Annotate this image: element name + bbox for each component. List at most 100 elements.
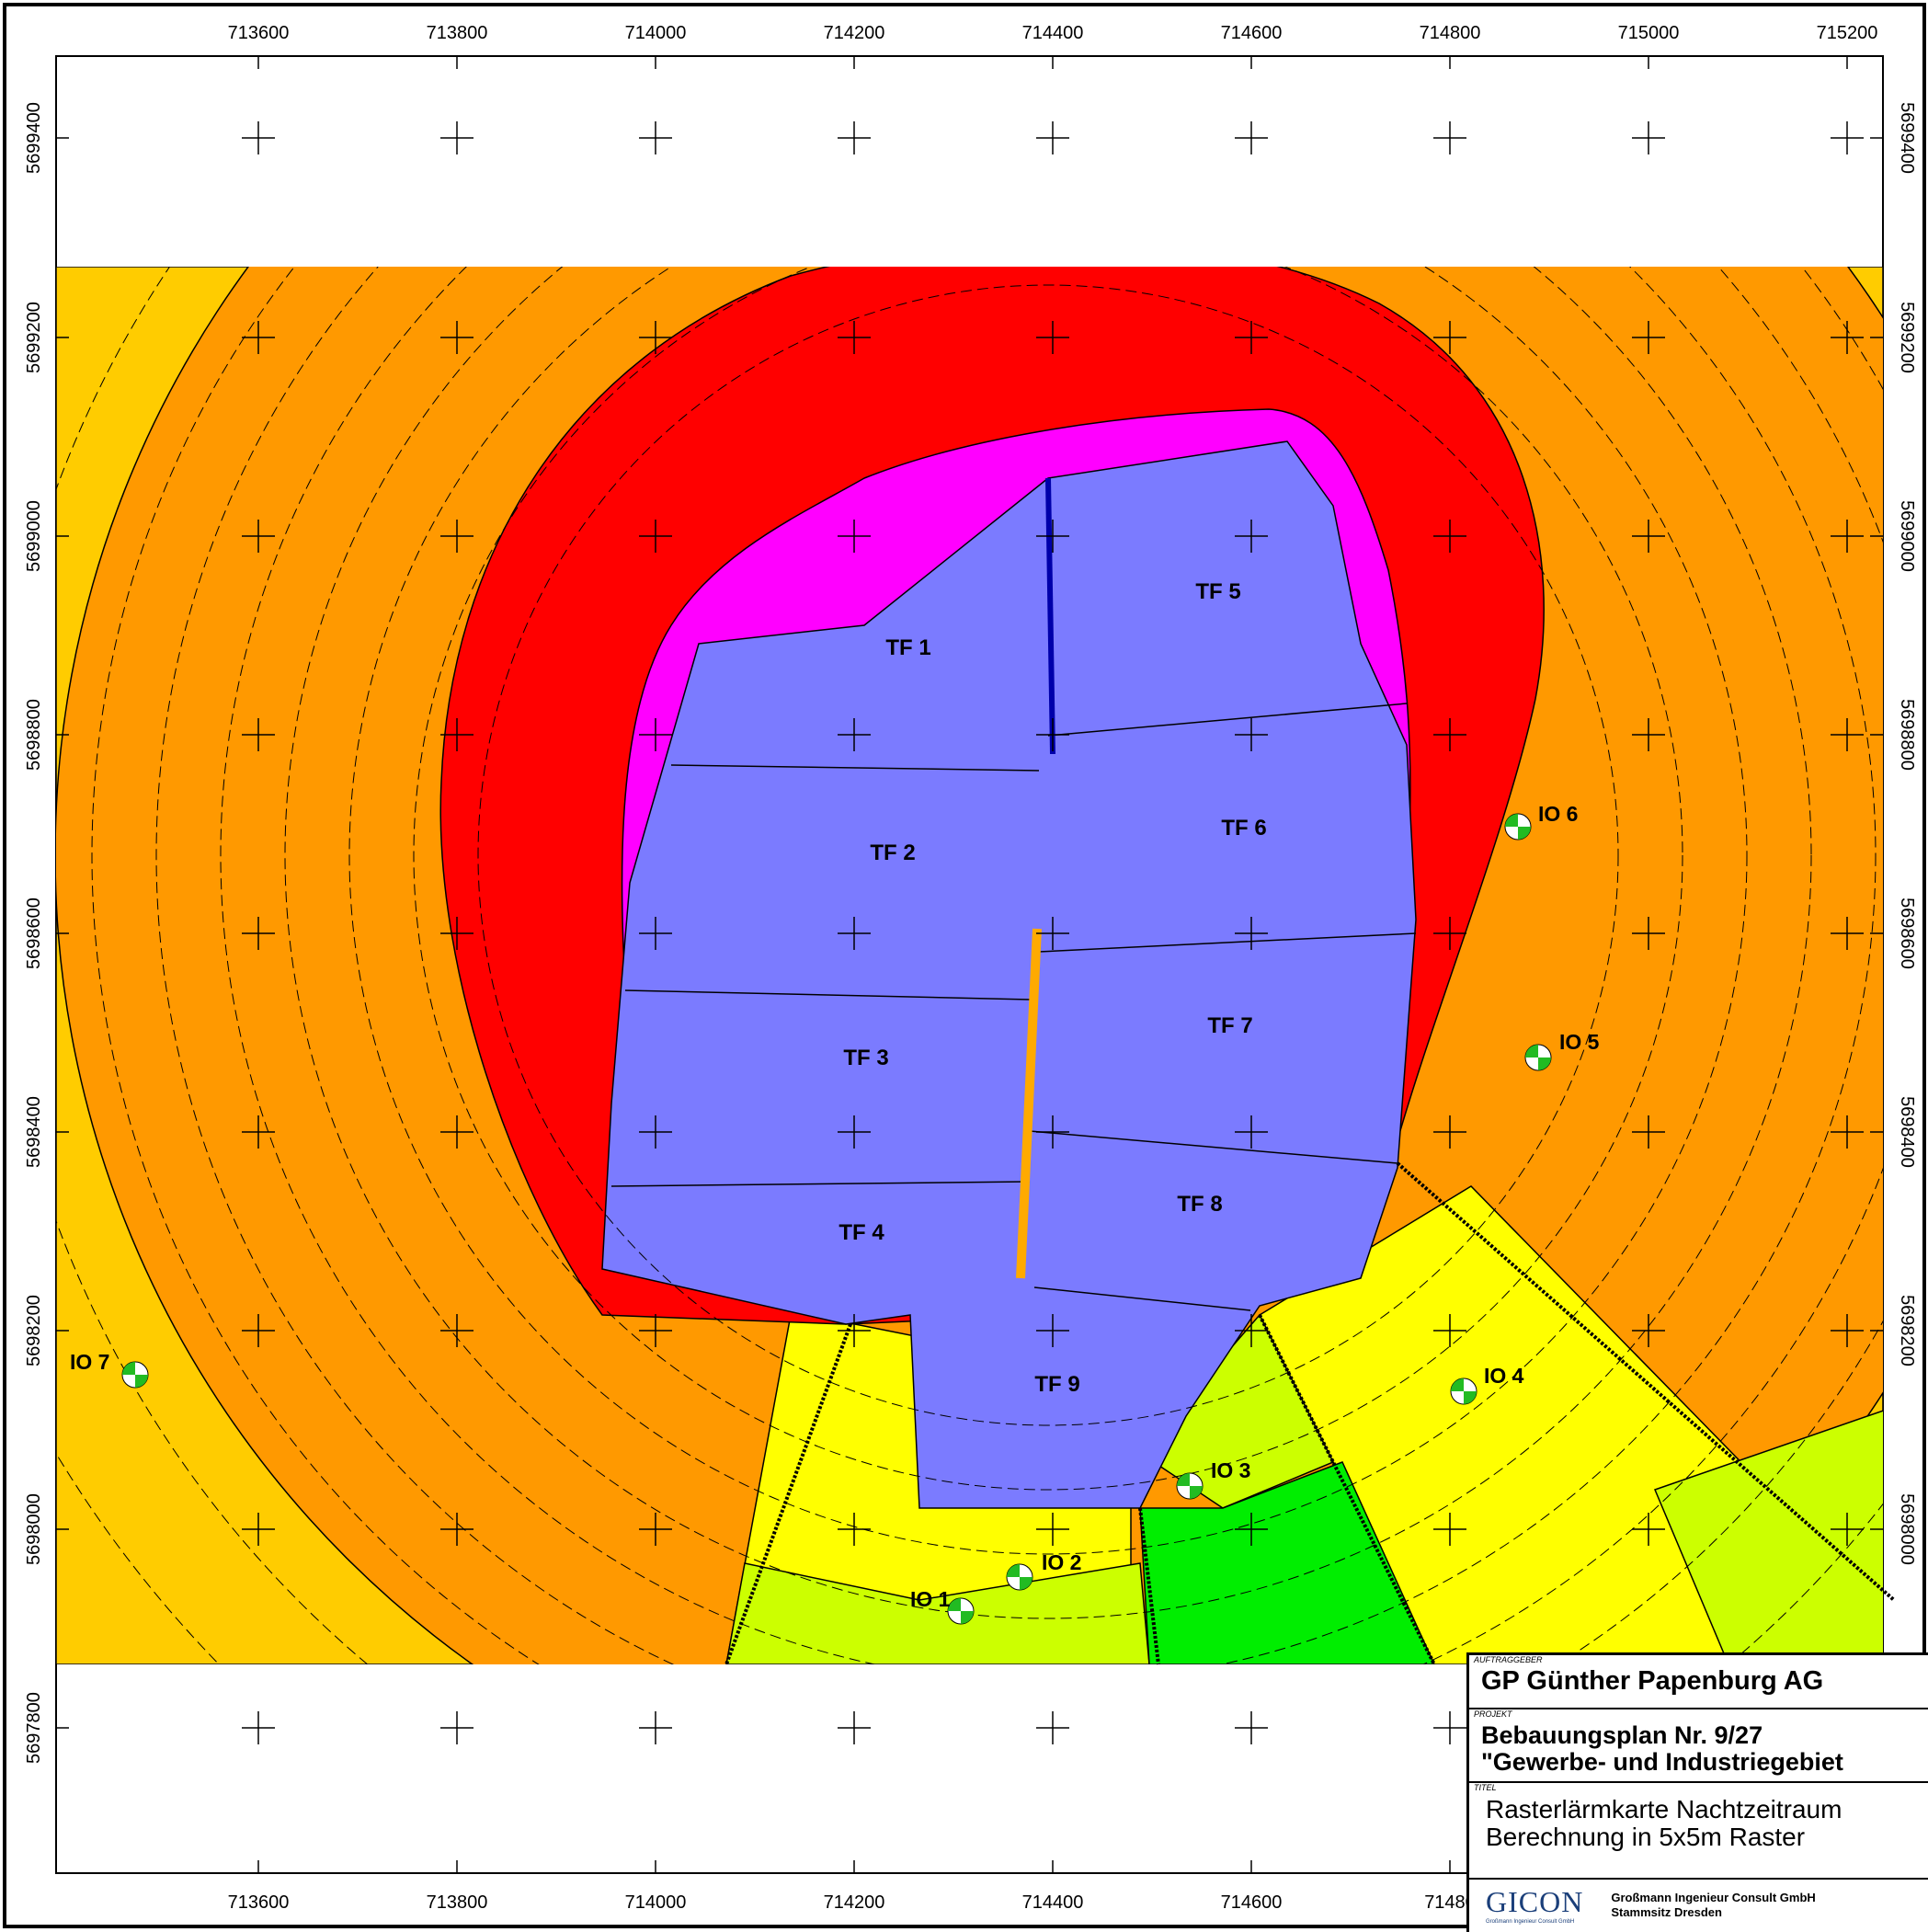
y-tick-label: 5698400 [24,1096,44,1168]
x-tick-label: 714200 [824,1892,885,1913]
receptor-quadrant [122,1362,135,1375]
receptor-quadrant [135,1375,148,1388]
area-label: TF 9 [1034,1372,1079,1397]
x-axis-bottom: 713600 713800 714000 714200 714400 714600 7148… [228,1892,1476,1913]
x-tick-label: 715000 [1618,23,1680,43]
y-tick-label: 5698200 [24,1295,44,1366]
title-caption: TITEL [1474,1783,1497,1792]
logo-text: GICON [1486,1885,1584,1918]
x-tick-label: 714000 [625,1892,687,1913]
receptor-icon [1176,1472,1204,1500]
x-tick-label: 713600 [228,23,290,43]
receptor-label: IO 2 [1042,1550,1081,1574]
receptor-quadrant [1518,827,1531,840]
receptor-icon [1006,1563,1033,1591]
y-tick-label: 5698200 [1897,1295,1917,1366]
x-tick-label: 714600 [1221,1892,1283,1913]
title-block: AUFTRAGGEBER GP Günther Papenburg AG PRO… [1466,1652,1928,1932]
project-line-1: Bebauungsplan Nr. 9/27 [1481,1721,1763,1749]
receptor-icon [947,1597,975,1625]
receptor-quadrant [1177,1473,1190,1486]
band-30-35-southeast [1653,1410,1883,1664]
area-label: TF 5 [1195,579,1240,604]
receptor-label: IO 3 [1211,1458,1250,1482]
receptor-label: IO 5 [1559,1030,1600,1054]
x-tick-label: 714200 [824,23,885,43]
area-labels: TF 1 TF 2 TF 3 TF 4 TF 5 TF 6 TF 7 TF 8 TF 9 [839,579,1266,1397]
receptor-icon [121,1361,149,1389]
facility-area [601,440,1417,1509]
x-tick-label: 713800 [427,1892,488,1913]
receptor-label: IO 1 [910,1587,951,1611]
zone-borders [724,1161,1896,1665]
receptor-icon [1450,1378,1477,1405]
receptor-label: IO 4 [1484,1364,1524,1388]
tf-dividers [610,477,1417,1311]
y-tick-label: 5698000 [24,1493,44,1565]
title-line-2: Berechnung in 5x5m Raster [1486,1823,1806,1851]
receptor-quadrant [1525,1045,1538,1057]
company-section: GICON Großmann Ingenieur Consult GmbH Gr… [1469,1880,1928,1930]
noise-raster [56,267,1883,1664]
title-line-1: Rasterlärmkarte Nachtzeitraum [1486,1795,1842,1823]
y-tick-label: 5698000 [1897,1493,1917,1565]
y-tick-label: 5699400 [24,102,44,174]
area-label: TF 8 [1177,1192,1222,1217]
receptor-quadrant [1505,814,1518,827]
receptor-quadrant [1464,1391,1477,1404]
area-label: TF 2 [870,840,915,865]
receptor-quadrant [1538,1057,1551,1070]
y-tick-label: 5697800 [24,1692,44,1764]
title-section: TITEL Rasterlärmkarte Nachtzeitraum Bere… [1469,1783,1928,1880]
area-label: TF 7 [1207,1013,1252,1038]
project-section: PROJEKT Bebauungsplan Nr. 9/27 "Gewerbe-… [1469,1709,1928,1783]
y-tick-label: 5699200 [1897,302,1917,373]
receptor-quadrant [961,1611,974,1624]
x-tick-label: 714800 [1420,23,1481,43]
x-tick-label: 714400 [1022,1892,1084,1913]
x-tick-label: 714000 [625,23,687,43]
receptor-quadrant [1190,1486,1203,1499]
y-tick-label: 5699000 [1897,500,1917,572]
client-name: GP Günther Papenburg AG [1481,1666,1824,1696]
y-tick-label: 5698600 [24,897,44,969]
receptor-quadrant [948,1598,961,1611]
company-line-1: Großmann Ingenieur Consult GmbH [1611,1890,1816,1904]
y-axis-right: 5699400 5699200 5699000 5698800 5698600 56984… [1897,102,1917,1565]
area-label: TF 6 [1221,816,1266,840]
client-caption: AUFTRAGGEBER [1474,1655,1543,1664]
x-tick-label: 713800 [427,23,488,43]
x-tick-label: 71480 [1424,1892,1476,1913]
y-tick-label: 5698800 [24,699,44,771]
x-tick-label: 715200 [1817,23,1878,43]
receptor-label: IO 6 [1538,802,1578,826]
receptor-quadrant [1451,1378,1464,1391]
receptor-quadrant [1007,1564,1020,1577]
x-tick-label: 714600 [1221,23,1283,43]
project-caption: PROJEKT [1474,1709,1512,1719]
band-25-30 [1139,1461,1435,1664]
x-tick-label: 713600 [228,1892,290,1913]
company-line-2: Stammsitz Dresden [1611,1904,1722,1919]
company-logo: GICON Großmann Ingenieur Consult GmbH [1486,1885,1583,1925]
receptor-label: IO 7 [70,1350,109,1374]
y-tick-label: 5699400 [1897,102,1917,174]
logo-subtext: Großmann Ingenieur Consult GmbH [1486,1919,1575,1925]
y-tick-label: 5698800 [1897,699,1917,771]
grid-crosses [56,56,1883,1873]
y-tick-label: 5699000 [24,500,44,572]
receptor-markers: IO 1 IO 2 IO 3 IO 4 IO 5 IO 6 IO 7 [70,802,1600,1625]
y-tick-label: 5698400 [1897,1096,1917,1168]
client-section: AUFTRAGGEBER GP Günther Papenburg AG [1469,1655,1928,1709]
receptor-icon [1504,813,1532,840]
area-label: TF 4 [839,1220,884,1245]
area-label: TF 3 [843,1046,888,1070]
x-tick-label: 714400 [1022,23,1084,43]
y-axis-left: 5699400 5699200 5699000 5698800 5698600 56984… [24,102,44,1764]
y-tick-label: 5699200 [24,302,44,373]
receptor-icon [1524,1044,1552,1071]
y-tick-label: 5698600 [1897,897,1917,969]
x-axis-top: 713600 713800 714000 714200 714400 714600 7148… [228,23,1878,43]
